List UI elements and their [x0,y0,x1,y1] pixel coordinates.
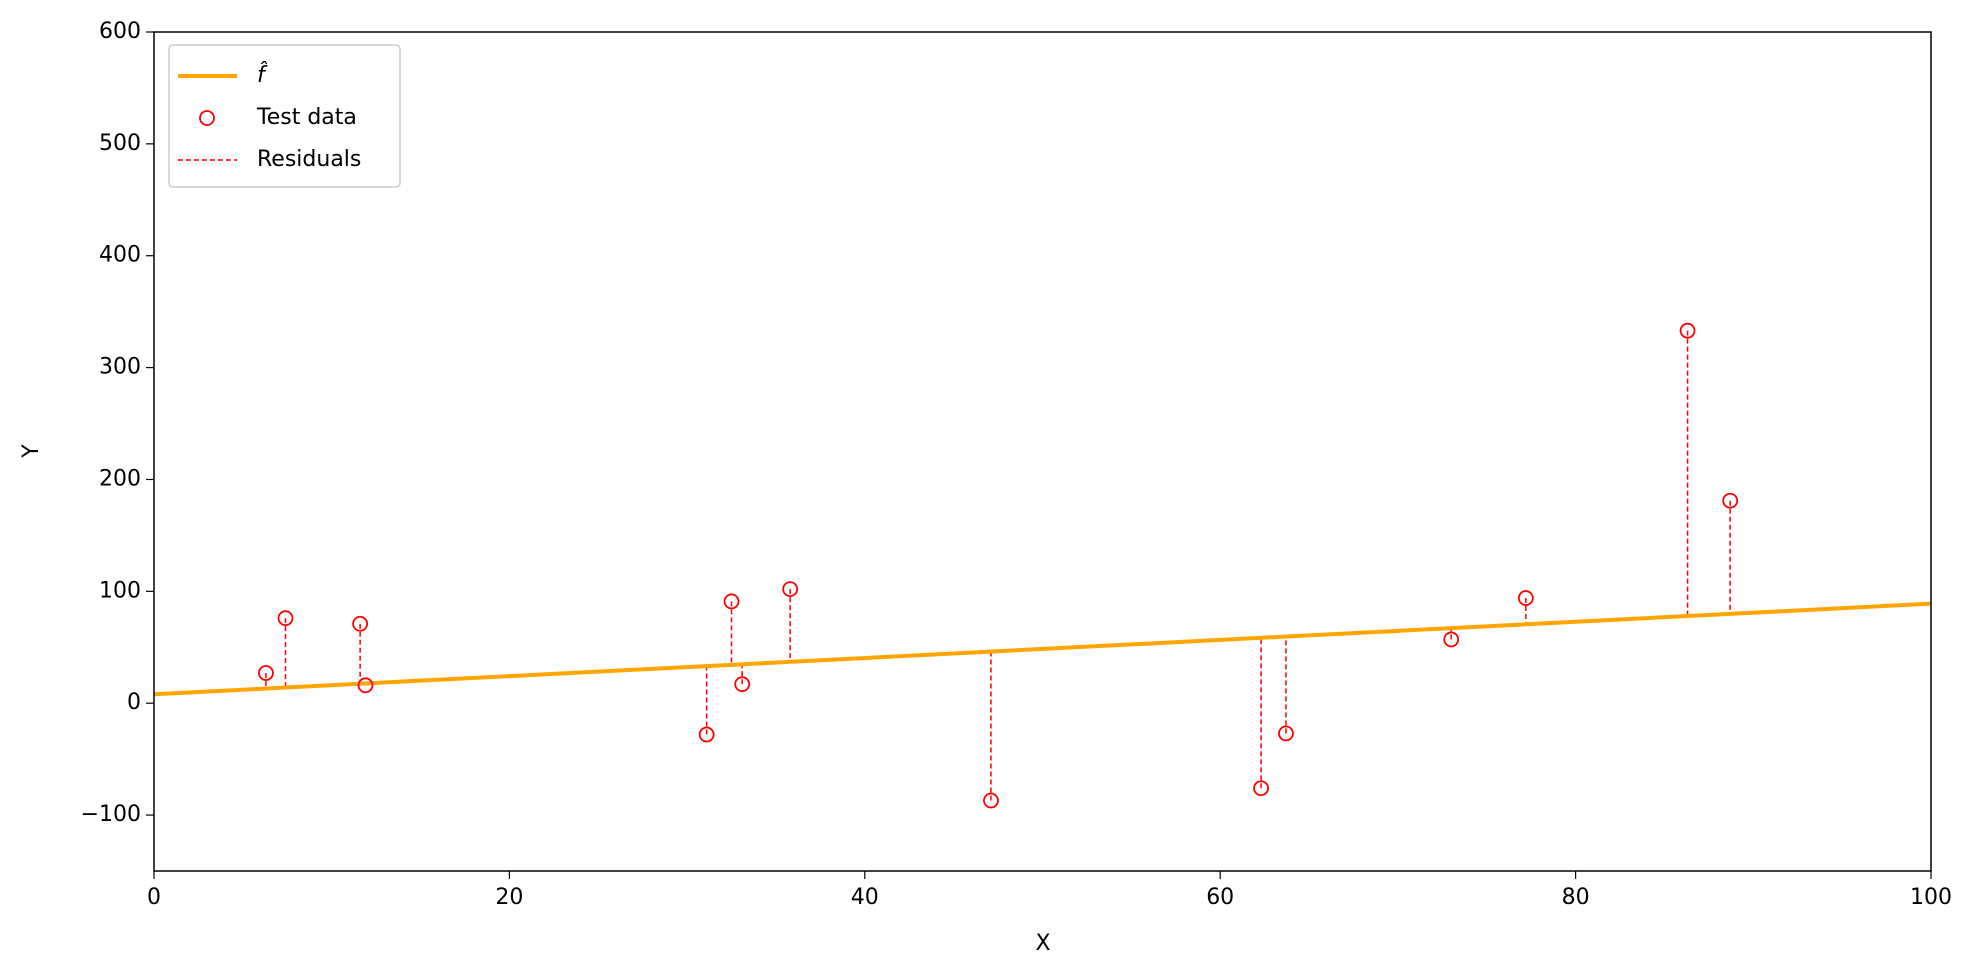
y-tick-label: 200 [99,466,141,491]
y-tick-label: 600 [99,19,141,44]
y-tick-label: 0 [127,690,141,715]
legend-box [168,44,401,188]
x-tick-label: 100 [1910,885,1952,910]
test-point [352,615,369,632]
test-point [1278,725,1294,742]
legend-label: Residuals [257,147,361,172]
test-point [357,677,374,694]
y-axis-label: Y [19,444,44,459]
legend-label: f̂ [257,62,268,88]
test-point [1722,492,1739,509]
test-point [1517,590,1534,606]
x-tick-label: 40 [851,885,879,910]
y-tick-label: 100 [99,578,141,603]
test-point [983,792,999,809]
y-tick-label: 500 [99,131,141,156]
y-tick-label: 300 [99,355,141,380]
x-tick-label: 60 [1206,885,1234,910]
legend-marker [199,110,215,126]
test-point [1253,780,1269,797]
test-point [734,676,751,693]
x-tick-label: 80 [1562,885,1590,910]
test-point [277,610,294,627]
test-point [1443,631,1460,648]
x-tick-label: 0 [147,885,161,910]
y-tick-label: −100 [81,802,141,827]
plot-frame [153,31,1932,872]
legend-label: Test data [256,105,357,130]
fit-line [154,601,1931,697]
test-point [1679,322,1696,339]
y-tick-label: 400 [99,243,141,268]
x-tick-label: 20 [495,885,523,910]
test-point [723,593,740,610]
x-axis-label: X [1035,931,1050,956]
test-point [698,726,715,743]
test-point [258,665,274,681]
test-point [782,581,799,597]
